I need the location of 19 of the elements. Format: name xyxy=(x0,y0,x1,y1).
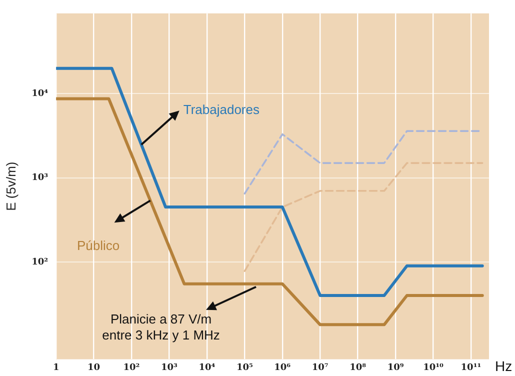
x-tick-label: 10³ xyxy=(160,362,178,373)
y-axis-title: E (5v/m) xyxy=(3,162,18,211)
x-tick-label: 10⁵ xyxy=(236,362,253,373)
x-axis-title: Hz xyxy=(495,358,512,374)
x-tick-label: 10⁸ xyxy=(350,362,366,373)
x-tick-label: 10⁷ xyxy=(312,362,328,373)
x-tick-label: 10⁶ xyxy=(274,362,291,373)
y-tick-label: 10³ xyxy=(32,173,48,184)
x-tick-label: 10⁴ xyxy=(198,362,216,373)
x-tick-label: 10¹¹ xyxy=(460,362,482,373)
x-tick-label: 10² xyxy=(123,362,140,373)
x-tick-label: 10 xyxy=(88,362,100,373)
x-tick-label: 1 xyxy=(52,362,60,373)
annotation: Planicie a 87 V/m entre 3 kHz y 1 MHz xyxy=(102,311,220,342)
y-tick-label: 10² xyxy=(32,257,48,268)
text: Trabajadores xyxy=(183,102,260,118)
y-tick-label: 10⁴ xyxy=(32,89,48,100)
x-tick-label: 10¹⁰ xyxy=(423,362,444,373)
x-tick-label: 10⁹ xyxy=(387,362,404,373)
